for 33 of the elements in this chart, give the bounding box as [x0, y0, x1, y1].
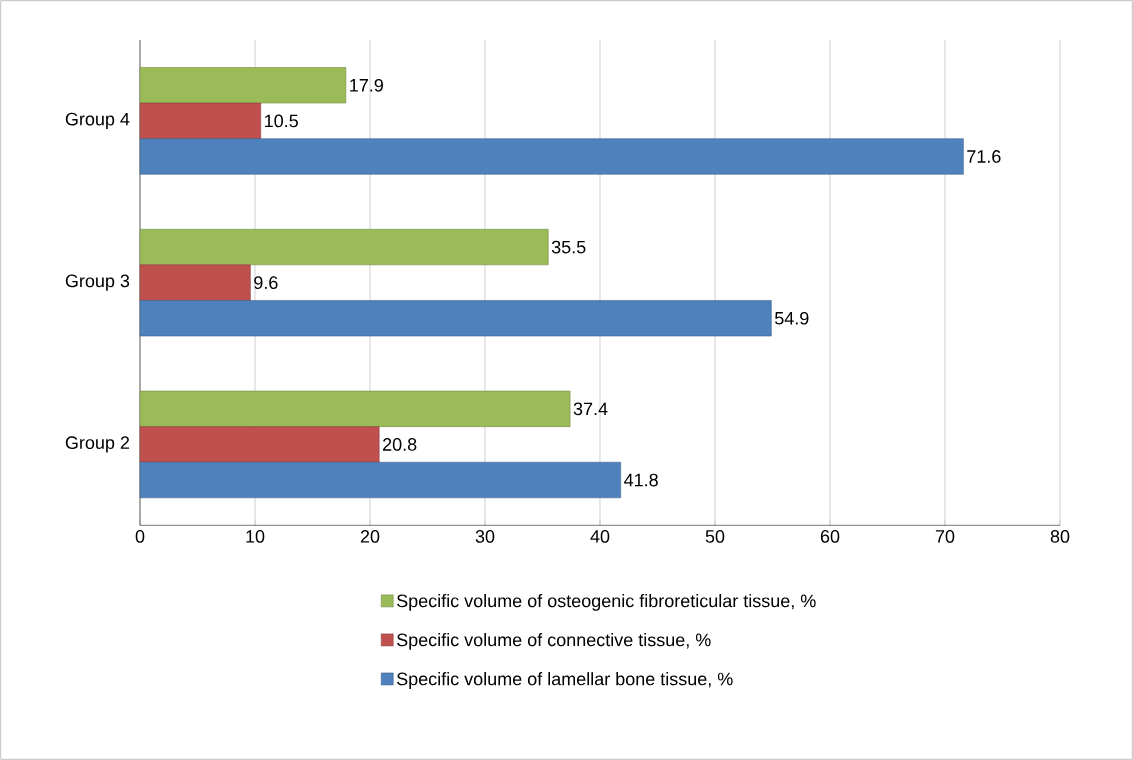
data-label: 71.6 [967, 150, 1001, 163]
bar [139, 138, 964, 175]
bar [139, 229, 549, 266]
bar [139, 300, 772, 337]
bar [139, 102, 262, 139]
x-tick-label: 30 [475, 530, 495, 543]
x-tick-label: 40 [590, 530, 610, 543]
x-tick-label: 10 [246, 530, 265, 543]
data-label: 20.8 [383, 438, 417, 451]
x-tick-label: 70 [935, 530, 955, 543]
bar [139, 264, 251, 301]
data-label: 54.9 [774, 311, 809, 325]
y-tick-label: Group 3 [65, 274, 130, 291]
x-tick-label: 0 [135, 530, 145, 543]
data-label: 37.4 [573, 402, 608, 416]
data-label: 35.5 [551, 240, 586, 254]
x-tick-label: 80 [1050, 530, 1070, 543]
bar [139, 390, 571, 427]
y-tick-label: Group 4 [65, 112, 130, 130]
x-tick-label: 60 [820, 530, 840, 543]
x-tick-label: 50 [705, 530, 725, 543]
data-label: 9.6 [254, 276, 278, 290]
legend-label: Specific volume of osteogenic fibroreticular tissue, % [396, 594, 816, 611]
legend-label: Specific volume of lamellar bone tissue, % [396, 672, 733, 689]
data-label: 41.8 [624, 473, 658, 487]
legend-label: Specific volume of connective tissue, % [396, 633, 711, 650]
bar [139, 426, 380, 463]
bar [139, 67, 347, 104]
data-label: 17.9 [350, 78, 383, 92]
bar [139, 461, 621, 499]
y-tick-label: Group 2 [65, 436, 130, 453]
data-label: 10.5 [265, 114, 298, 128]
x-tick-label: 20 [360, 530, 380, 543]
